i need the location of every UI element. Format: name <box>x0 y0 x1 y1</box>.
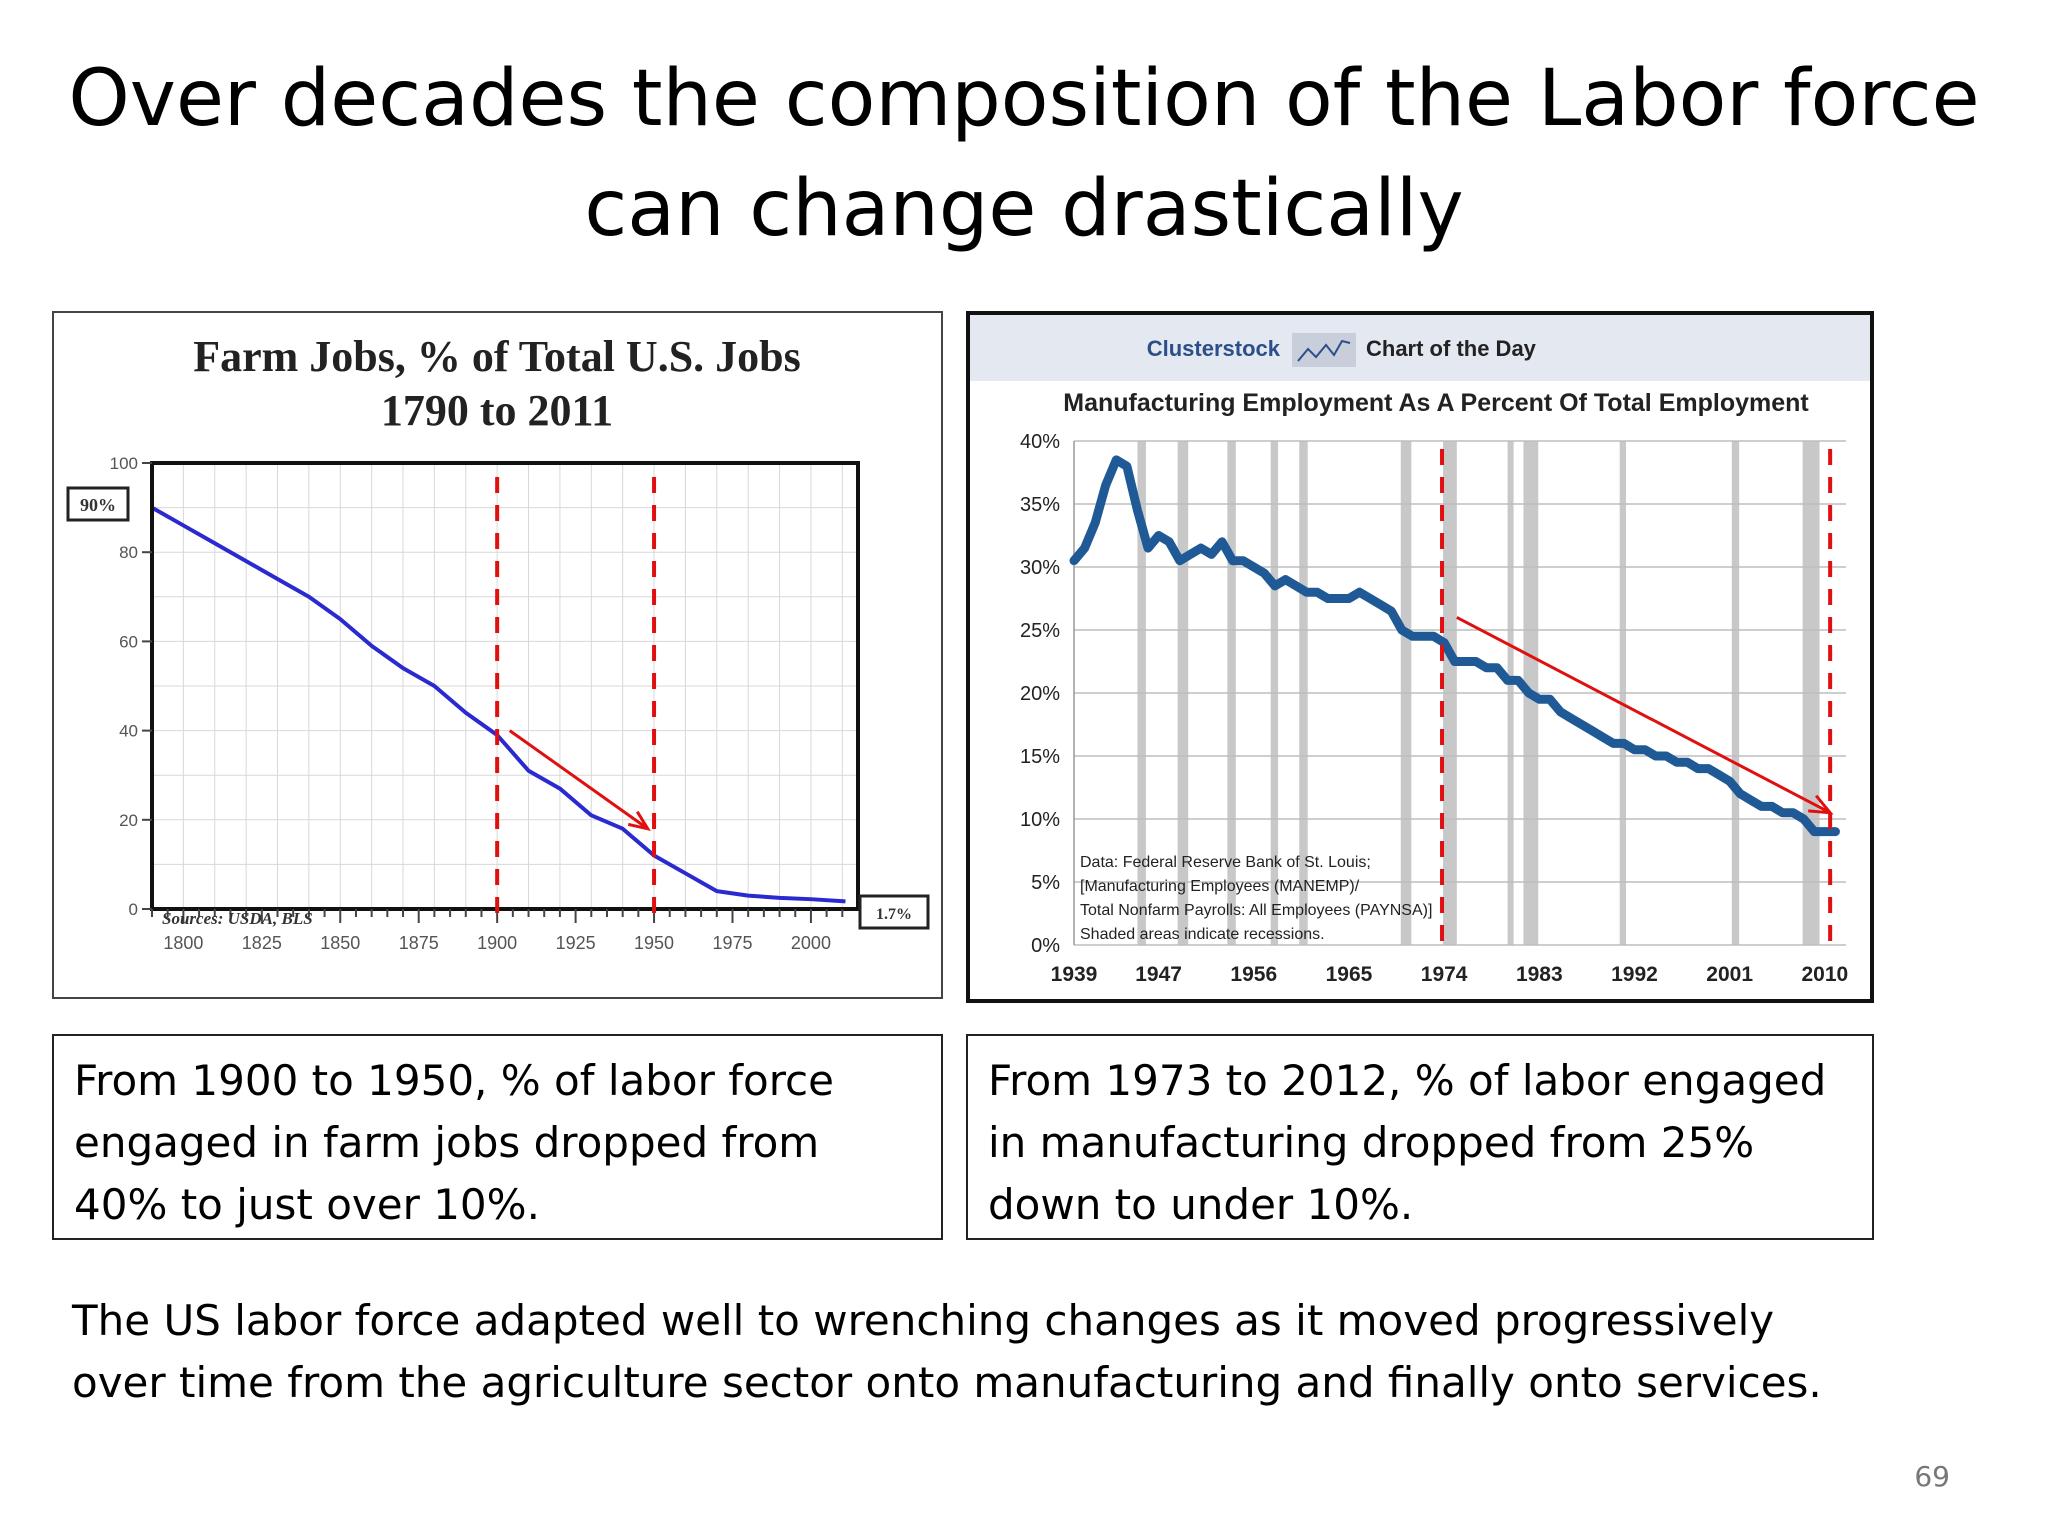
mfg-trend-arrow <box>1456 616 1831 815</box>
farm-jobs-chart-svg: Farm Jobs, % of Total U.S. Jobs 1790 to … <box>66 332 930 953</box>
mfg-x-tick-label: 1965 <box>1326 963 1373 986</box>
manufacturing-employment-chart: Clusterstock Chart of the Day Manufactur… <box>966 311 1874 1003</box>
mfg-x-tick-label: 1992 <box>1611 963 1658 986</box>
farm-caption-box: From 1900 to 1950, % of labor force enga… <box>52 1034 943 1240</box>
mfg-header-trend-icon <box>1292 333 1356 367</box>
farm-chart-x-axis: 1800 1825 1850 1875 1900 1925 1950 1975 2000 <box>151 909 844 953</box>
mfg-header-brand: Clusterstock <box>1147 336 1281 361</box>
farm-x-tick-label: 1925 <box>556 933 596 953</box>
farm-source-note: Sources: USDA, BLS <box>162 909 313 928</box>
mfg-x-tick-label: 1956 <box>1230 963 1277 986</box>
mfg-arrow-head <box>1808 794 1834 815</box>
mfg-note-line: Data: Federal Reserve Bank of St. Louis; <box>1080 854 1371 871</box>
manufacturing-share-line <box>1069 455 1840 837</box>
mfg-note-line: Total Nonfarm Payrolls: All Employees (P… <box>1080 902 1432 919</box>
manufacturing-chart-svg: Clusterstock Chart of the Day Manufactur… <box>970 315 1870 986</box>
mfg-header-bar <box>970 315 1870 381</box>
farm-x-tick-label: 1850 <box>320 933 360 953</box>
summary-text: The US labor force adapted well to wrenc… <box>72 1296 1822 1407</box>
mfg-x-tick-label: 2001 <box>1706 963 1753 986</box>
farm-start-label-box <box>66 486 130 522</box>
mfg-chart-series <box>1069 455 1840 837</box>
farm-end-label-box <box>858 894 930 930</box>
mfg-y-tick-label: 30% <box>1020 557 1060 579</box>
mfg-y-tick-label: 0% <box>1031 935 1060 957</box>
mfg-x-tick-label: 1983 <box>1516 963 1563 986</box>
farm-jobs-chart: Farm Jobs, % of Total U.S. Jobs 1790 to … <box>52 311 943 999</box>
mfg-x-tick-label: 2010 <box>1801 963 1848 986</box>
mfg-note-line: [Manufacturing Employees (MANEMP)/ <box>1080 878 1360 895</box>
mfg-chart-y-axis: 0% 5% 10% 15% 20% 25% 30% 35% 40% <box>1020 431 1060 957</box>
slide-title: Over decades the composition of the Labo… <box>68 54 1980 254</box>
mfg-chart-gridlines <box>1073 440 1846 946</box>
farm-x-tick-label: 1900 <box>477 933 517 953</box>
mfg-data-note: Data: Federal Reserve Bank of St. Louis;… <box>1080 854 1432 943</box>
farm-chart-plot-frame <box>150 461 860 911</box>
mfg-y-tick-label: 5% <box>1031 872 1060 894</box>
mfg-y-tick-label: 10% <box>1020 809 1060 831</box>
farm-y-tick-label: 20 <box>119 811 138 830</box>
farm-chart-gridlines <box>152 463 858 909</box>
mfg-y-tick-label: 40% <box>1020 431 1060 453</box>
farm-x-tick-label: 1950 <box>634 933 674 953</box>
farm-chart-title-line2: 1790 to 2011 <box>381 386 613 435</box>
farm-trend-arrow <box>508 729 649 830</box>
farm-x-tick-label: 2000 <box>791 933 831 953</box>
mfg-y-tick-label: 20% <box>1020 683 1060 705</box>
farm-arrow-head <box>627 810 651 831</box>
mfg-header-tag: Chart of the Day <box>1366 336 1537 361</box>
manufacturing-caption-text: From 1973 to 2012, % of labor engaged in… <box>988 1056 1827 1229</box>
farm-y-tick-label: 40 <box>119 722 138 741</box>
mfg-chart-markers <box>1440 449 1834 941</box>
mfg-note-line: Shaded areas indicate recessions. <box>1080 926 1325 943</box>
mfg-x-tick-label: 1939 <box>1051 963 1098 986</box>
mfg-x-tick-label: 1947 <box>1135 963 1182 986</box>
mfg-y-tick-label: 25% <box>1020 620 1060 642</box>
mfg-chart-title: Manufacturing Employment As A Percent Of… <box>1063 389 1809 417</box>
farm-chart-title-line1: Farm Jobs, % of Total U.S. Jobs <box>193 332 801 381</box>
mfg-chart-x-axis: 1939 1947 1956 1965 1974 1983 1992 2001 2010 <box>1051 963 1849 986</box>
page-number: 69 <box>1914 1460 1950 1493</box>
mfg-y-tick-label: 35% <box>1020 494 1060 516</box>
farm-end-label: 1.7% <box>876 906 912 923</box>
farm-x-tick-label: 1800 <box>163 933 203 953</box>
farm-x-tick-label: 1825 <box>242 933 282 953</box>
farm-x-tick-label: 1975 <box>712 933 752 953</box>
farm-y-tick-label: 0 <box>129 900 138 919</box>
mfg-y-tick-label: 15% <box>1020 746 1060 768</box>
farm-x-tick-label: 1875 <box>399 933 439 953</box>
farm-caption-text: From 1900 to 1950, % of labor force enga… <box>74 1056 834 1229</box>
farm-y-tick-label: 80 <box>119 543 138 562</box>
farm-start-label: 90% <box>80 495 116 515</box>
farm-y-tick-label: 100 <box>110 454 138 473</box>
farm-chart-y-axis: 0 20 40 60 80 100 <box>110 454 152 919</box>
manufacturing-caption-box: From 1973 to 2012, % of labor engaged in… <box>966 1034 1874 1240</box>
farm-chart-markers <box>495 477 657 913</box>
farm-y-tick-label: 60 <box>119 632 138 651</box>
mfg-x-tick-label: 1974 <box>1421 963 1468 986</box>
